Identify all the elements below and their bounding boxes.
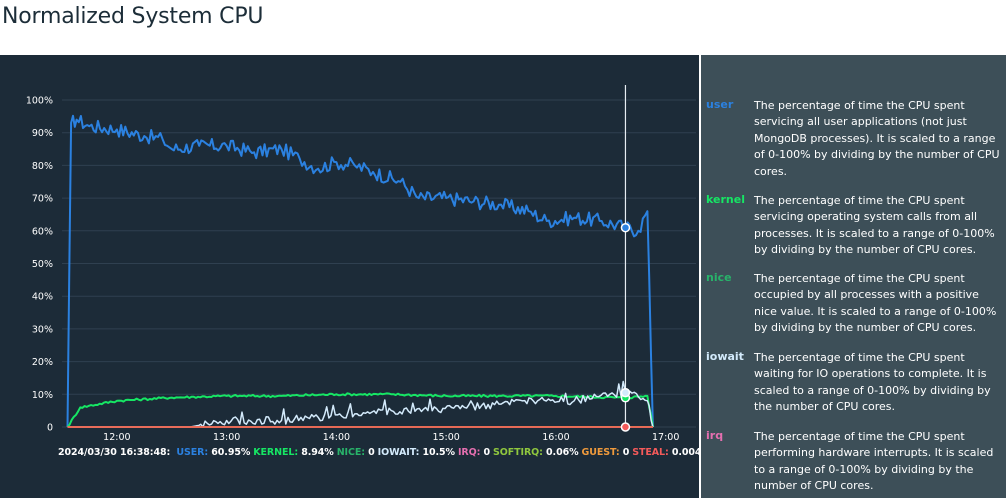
status-value: 10.5% (419, 447, 456, 458)
metric-legend-panel: user The percentage of time the CPU spent… (701, 55, 1006, 498)
legend-name: user (706, 98, 734, 111)
status-value: 0 (619, 447, 630, 458)
cursor-marker-user (620, 222, 631, 233)
series-line-iowait (67, 380, 654, 428)
x-tick-label: 13:00 (213, 432, 240, 443)
y-tick-label: 90% (32, 128, 53, 139)
legend-description: The percentage of time the CPU spent wai… (754, 351, 991, 414)
series-line-kernel (66, 392, 654, 428)
y-tick-label: 70% (32, 194, 53, 205)
cursor-timestamp: 2024/03/30 16:38:48: (58, 447, 171, 458)
y-tick-label: 30% (32, 324, 53, 335)
y-tick-label: 20% (32, 357, 53, 368)
cursor-marker-iowait (620, 387, 631, 398)
status-label: STEAL: (632, 447, 669, 458)
x-tick-label: 12:00 (103, 432, 130, 443)
x-tick-label: 14:00 (323, 432, 350, 443)
y-tick-label: 60% (32, 226, 53, 237)
status-value: 0 (480, 447, 491, 458)
legend-description: The percentage of time the CPU spent per… (754, 430, 994, 493)
cpu-line-chart[interactable]: 100% 90% 80% 70% 60% 50% 40% 30% 20% 10% 0 12:00 13:… (0, 55, 699, 498)
y-tick-label: 10% (32, 390, 53, 401)
status-item-nice: NICE: 0 (337, 447, 375, 458)
status-label: NICE: (336, 447, 365, 458)
status-item-irq: IRQ: 0 (458, 447, 490, 458)
x-tick-label: 16:00 (542, 432, 569, 443)
legend-description: The percentage of time the CPU spent ser… (754, 99, 1000, 178)
status-label: GUEST: (581, 447, 620, 458)
cursor-marker-steal (620, 422, 631, 432)
cpu-chart-panel[interactable]: 100% 90% 80% 70% 60% 50% 40% 30% 20% 10% 0 12:00 13:… (0, 55, 711, 498)
x-tick-label: 15:00 (432, 432, 459, 443)
legend-name: irq (706, 429, 724, 442)
y-tick-label: 80% (32, 161, 53, 172)
legend-name: kernel (706, 193, 745, 206)
x-tick-label: 17:00 (652, 432, 679, 443)
status-value: 0.004% (668, 447, 711, 458)
legend-name: nice (706, 271, 732, 284)
status-item-user: USER: 60.95% (176, 447, 250, 458)
status-value: 8.94% (298, 447, 334, 458)
y-tick-label: 50% (32, 259, 53, 270)
status-item-softirq: SOFTIRQ: 0.06% (493, 447, 579, 458)
status-item-iowait: IOWAIT: 10.5% (378, 447, 455, 458)
status-item-kernel: KERNEL: 8.94% (253, 447, 334, 458)
status-item-steal: STEAL: 0.004% (632, 447, 711, 458)
legend-description: The percentage of time the CPU spent occ… (754, 272, 997, 335)
page-title: Normalized System CPU (2, 4, 264, 29)
y-tick-label: 40% (32, 292, 53, 303)
status-label: USER: (176, 447, 209, 458)
status-value: 0 (364, 447, 375, 458)
status-label: KERNEL: (253, 447, 299, 458)
cursor-status-readout: 2024/03/30 16:38:48: USER: 60.95% KERNEL:… (58, 447, 714, 458)
status-value: 60.95% (208, 447, 251, 458)
series-line-user (66, 114, 654, 428)
status-item-guest: GUEST: 0 (582, 447, 630, 458)
status-label: SOFTIRQ: (493, 447, 543, 458)
y-tick-label: 0 (47, 423, 53, 434)
legend-description: The percentage of time the CPU spent ser… (754, 194, 995, 257)
legend-name: iowait (706, 350, 744, 363)
status-value: 0.06% (542, 447, 579, 458)
status-label: IOWAIT: (377, 447, 420, 458)
y-tick-label: 100% (26, 96, 53, 107)
status-label: IRQ: (457, 447, 481, 458)
